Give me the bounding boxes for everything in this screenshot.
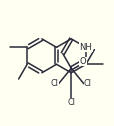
Text: Cl: Cl xyxy=(83,79,91,88)
Text: NH: NH xyxy=(79,43,92,52)
Text: Cl: Cl xyxy=(67,98,75,107)
Text: O: O xyxy=(79,57,86,66)
Text: Cl: Cl xyxy=(50,79,58,88)
